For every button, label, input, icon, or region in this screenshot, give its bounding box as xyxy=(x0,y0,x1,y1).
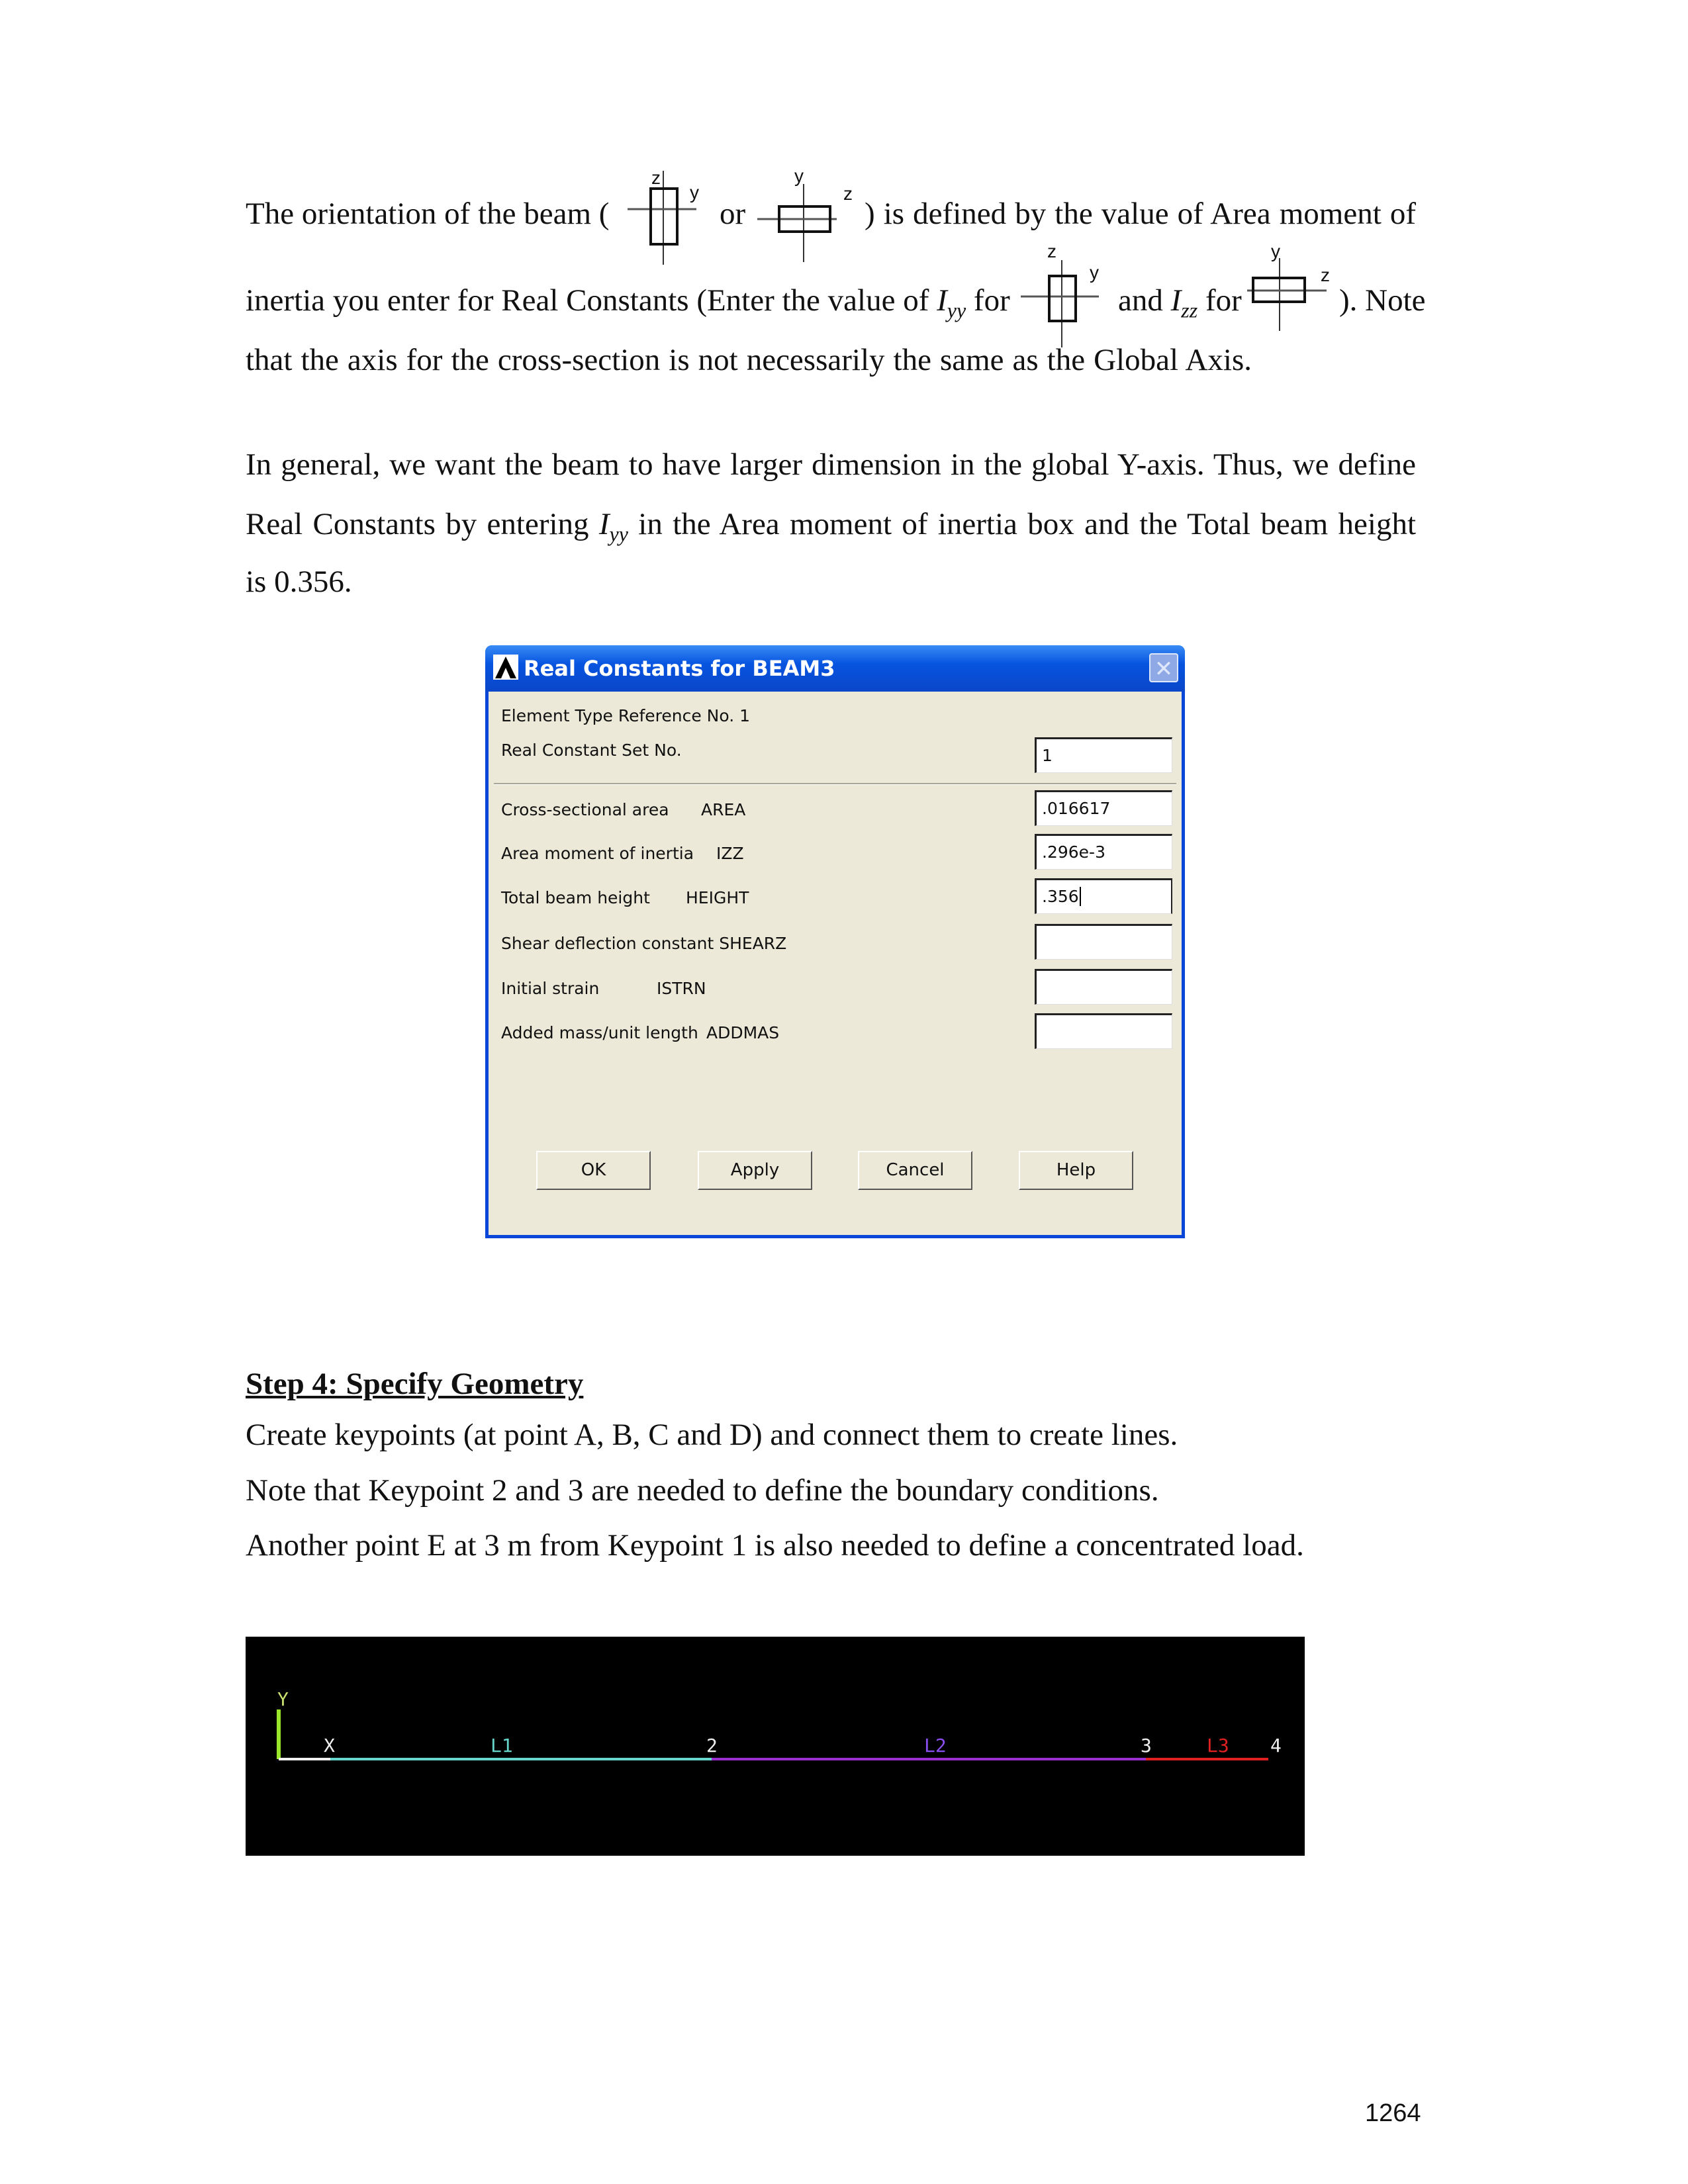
dialog-title: Real Constants for BEAM3 xyxy=(524,656,835,681)
field-label: Initial strain xyxy=(501,979,600,998)
set-number-input[interactable]: 1 xyxy=(1035,737,1172,773)
step4-line1: Create keypoints (at point A, B, C and D… xyxy=(246,1418,1178,1452)
field-label: Area moment of inertia xyxy=(501,844,694,863)
iyy-subscript: yy xyxy=(609,522,628,546)
step4-line2: Note that Keypoint 2 and 3 are needed to… xyxy=(246,1473,1159,1508)
set-label: Real Constant Set No. xyxy=(501,741,682,760)
cross-section-vertical-icon: zy xyxy=(1021,242,1099,347)
text-cursor xyxy=(1079,887,1081,906)
z-axis-label: z xyxy=(651,167,661,188)
y-axis-label: Y xyxy=(277,1688,289,1710)
cross-section-horizontal-icon: yz xyxy=(1247,242,1330,331)
para2-line3: is 0.356. xyxy=(246,565,352,599)
z-axis-label: z xyxy=(843,183,853,204)
step4-heading: Step 4: Specify Geometry xyxy=(246,1367,584,1401)
area-input[interactable]: .016617 xyxy=(1035,790,1172,826)
step4-line3: Another point E at 3 m from Keypoint 1 i… xyxy=(246,1528,1304,1563)
y-axis-label: y xyxy=(794,165,804,186)
iyy-symbol: I xyxy=(937,283,947,318)
field-code: ISTRN xyxy=(657,979,706,998)
izz-input[interactable]: .296e-3 xyxy=(1035,834,1172,870)
divider xyxy=(494,783,1176,785)
para1-line2-c: ). Note xyxy=(1339,283,1426,318)
page-number: 1264 xyxy=(1365,2099,1421,2127)
line-label-l2: L2 xyxy=(924,1735,947,1756)
text: and xyxy=(1118,283,1163,318)
field-code: IZZ xyxy=(716,844,744,863)
para1-line2-b: and Izz for xyxy=(1118,283,1242,322)
cross-section-horizontal-icon: yz xyxy=(757,165,853,262)
line-label-l1: L1 xyxy=(491,1735,513,1756)
keypoint-label-3: 3 xyxy=(1141,1735,1152,1756)
field-label: Cross-sectional area xyxy=(501,800,669,819)
height-input[interactable]: .356 xyxy=(1035,878,1172,914)
z-axis-label: z xyxy=(1321,265,1330,285)
keypoint-label-4: 4 xyxy=(1270,1735,1282,1756)
y-axis-label: y xyxy=(690,182,699,203)
izz-subscript: zz xyxy=(1181,298,1198,322)
y-axis-label: y xyxy=(1090,262,1099,283)
istrn-input[interactable] xyxy=(1035,969,1172,1005)
dialog-title-bar[interactable]: Real Constants for BEAM3 ✕ xyxy=(485,645,1185,692)
help-button[interactable]: Help xyxy=(1019,1151,1133,1190)
cross-section-vertical-icon: zy xyxy=(628,167,699,265)
y-axis-triad xyxy=(277,1709,281,1759)
ansys-graphics-window: Y X L1 2 L2 3 L3 4 xyxy=(246,1637,1305,1856)
line-l2 xyxy=(712,1758,1146,1760)
keypoint-label-2: 2 xyxy=(706,1735,718,1756)
text: in the Area moment of inertia box and th… xyxy=(638,507,1417,541)
iyy-symbol: I xyxy=(598,507,610,541)
y-axis-label: y xyxy=(1271,242,1280,261)
field-code: AREA xyxy=(701,800,746,819)
cancel-button[interactable]: Cancel xyxy=(858,1151,972,1190)
field-code: ADDMAS xyxy=(706,1023,780,1042)
field-code: HEIGHT xyxy=(686,888,749,907)
ok-button[interactable]: OK xyxy=(536,1151,651,1190)
line-l1 xyxy=(330,1758,712,1760)
text: Real Constants by entering xyxy=(246,507,589,541)
apply-button[interactable]: Apply xyxy=(698,1151,812,1190)
izz-symbol: I xyxy=(1170,283,1182,318)
height-value: .356 xyxy=(1042,887,1079,906)
text: Shear deflection constant xyxy=(501,934,714,953)
text: for xyxy=(973,283,1010,318)
para1-line1-or: or xyxy=(720,197,746,231)
para1-line3: that the axis for the cross-section is n… xyxy=(246,343,1252,377)
shearz-input[interactable] xyxy=(1035,924,1172,960)
ansys-logo-icon xyxy=(493,655,518,680)
para2-line2: Real Constants by entering Iyy in the Ar… xyxy=(246,507,1417,546)
real-constants-dialog: Real Constants for BEAM3 ✕ Element Type … xyxy=(485,645,1185,1238)
line-label-l3: L3 xyxy=(1207,1735,1229,1756)
field-label: Added mass/unit length xyxy=(501,1023,698,1042)
element-type-label: Element Type Reference No. 1 xyxy=(501,706,751,725)
iyy-subscript: yy xyxy=(947,298,966,322)
field-code: SHEARZ xyxy=(719,934,787,953)
text: for xyxy=(1205,283,1242,318)
field-label: Shear deflection constant SHEARZ xyxy=(501,934,786,953)
line-l3 xyxy=(1146,1758,1268,1760)
z-axis-label: z xyxy=(1047,242,1056,261)
text: inertia you enter for Real Constants (En… xyxy=(246,283,929,318)
para1-line1-c: ) is defined by the value of Area moment… xyxy=(865,197,1416,231)
addmas-input[interactable] xyxy=(1035,1013,1172,1049)
para1-line1-a: The orientation of the beam ( xyxy=(246,197,610,231)
field-label: Total beam height xyxy=(501,888,650,907)
x-axis-triad xyxy=(279,1758,330,1760)
close-button[interactable]: ✕ xyxy=(1149,653,1178,682)
x-axis-label: X xyxy=(324,1735,335,1756)
para1-line2-a: inertia you enter for Real Constants (En… xyxy=(246,283,1010,322)
para2-line1: In general, we want the beam to have lar… xyxy=(246,447,1416,482)
